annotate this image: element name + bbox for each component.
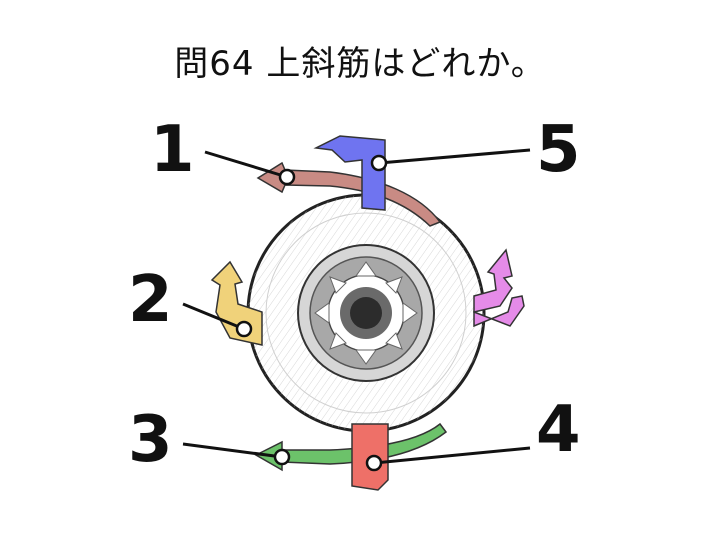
- leader-4: [365, 446, 531, 472]
- label-5: 5: [536, 113, 581, 187]
- label-3: 3: [128, 403, 173, 477]
- question-title: 問64 上斜筋はどれか。: [174, 44, 546, 84]
- leader-1: [204, 150, 296, 186]
- iris-icon: [297, 244, 435, 382]
- muscle-right: [473, 248, 525, 328]
- label-4: 4: [536, 393, 581, 467]
- muscle-5: [313, 135, 386, 211]
- label-1: 1: [150, 113, 195, 187]
- leader-3: [182, 442, 291, 466]
- muscle-3: [254, 422, 448, 472]
- muscle-1: [256, 161, 442, 227]
- label-2: 2: [128, 263, 173, 337]
- leader-2: [182, 302, 253, 338]
- leader-5: [370, 148, 531, 172]
